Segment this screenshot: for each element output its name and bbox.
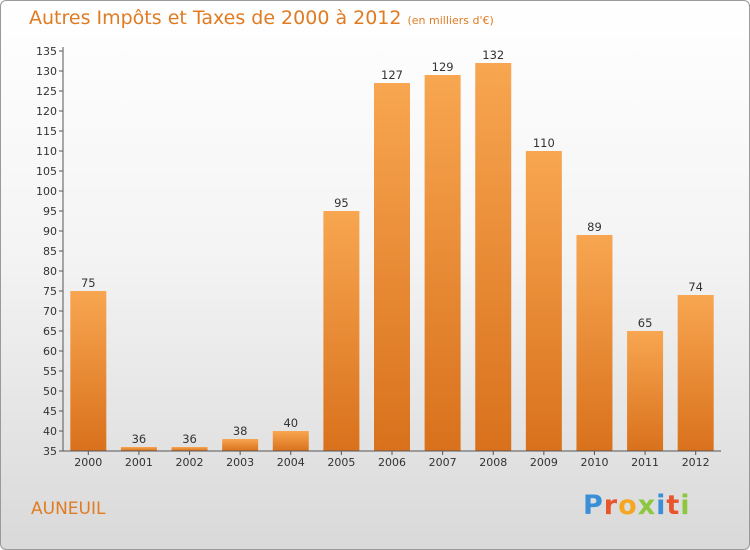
value-label-2008: 132 xyxy=(482,48,504,62)
x-tick-label-2002: 2002 xyxy=(176,456,204,469)
value-label-2002: 36 xyxy=(182,432,197,446)
value-label-2006: 127 xyxy=(381,68,403,82)
x-tick-label-2004: 2004 xyxy=(277,456,305,469)
title-text: Autres Impôts et Taxes de 2000 à 2012 xyxy=(29,7,402,29)
bar-2000 xyxy=(70,291,107,451)
y-tick-label: 95 xyxy=(43,205,57,218)
y-tick-label: 40 xyxy=(43,425,57,438)
value-label-2012: 74 xyxy=(688,280,703,294)
value-label-2000: 75 xyxy=(81,276,96,290)
x-tick-label-2012: 2012 xyxy=(682,456,710,469)
bar-2007 xyxy=(424,75,461,451)
y-tick-label: 90 xyxy=(43,225,57,238)
y-tick-label: 110 xyxy=(36,145,57,158)
bar-2002 xyxy=(171,447,208,451)
bar-2006 xyxy=(374,83,410,451)
x-tick-label-2000: 2000 xyxy=(74,456,102,469)
bar-2008 xyxy=(475,63,512,451)
value-label-2004: 40 xyxy=(283,416,298,430)
y-tick-label: 100 xyxy=(36,185,57,198)
y-axis: 35 40 45 50 55 60 65 70 75 80 85 90 95 100 105 110 115 12… xyxy=(36,45,64,458)
value-label-2007: 129 xyxy=(432,60,454,74)
y-tick-label: 55 xyxy=(43,365,57,378)
x-tick-label-2009: 2009 xyxy=(530,456,558,469)
bar-2009 xyxy=(525,151,562,451)
logo-letter: i xyxy=(680,490,691,521)
y-tick-label: 115 xyxy=(36,125,57,138)
bar-2004 xyxy=(272,431,309,451)
y-tick-label: 50 xyxy=(43,385,57,398)
value-label-2003: 38 xyxy=(233,424,248,438)
x-tick-label-2011: 2011 xyxy=(631,456,659,469)
logo-letter: x xyxy=(637,490,657,521)
value-label-2011: 65 xyxy=(638,316,653,330)
y-tick-label: 120 xyxy=(36,105,57,118)
bar-2010 xyxy=(576,235,613,451)
x-tick-label-2007: 2007 xyxy=(429,456,457,469)
x-tick-label-2003: 2003 xyxy=(226,456,254,469)
value-label-2001: 36 xyxy=(132,432,147,446)
commune-name: AUNEUIL xyxy=(31,499,106,519)
bars: 75 36 36 38 40 95 127 129 132 110 89 65 74 xyxy=(70,48,714,451)
x-tick-label-2006: 2006 xyxy=(378,456,406,469)
logo-letter: i xyxy=(656,490,667,521)
x-axis: 2000 2001 2002 2003 2004 2005 2006 2007 2008 2009… xyxy=(63,450,721,469)
value-label-2010: 89 xyxy=(587,220,602,234)
logo-letter: r xyxy=(603,490,619,521)
y-tick-label: 85 xyxy=(43,245,57,258)
y-tick-label: 105 xyxy=(36,165,57,178)
value-label-2009: 110 xyxy=(533,136,555,150)
proxiti-logo[interactable]: Proxiti xyxy=(583,490,691,521)
logo-letter: t xyxy=(666,490,681,521)
y-tick-label: 130 xyxy=(36,65,57,78)
x-tick-label-2001: 2001 xyxy=(125,456,153,469)
bar-2001 xyxy=(120,447,157,451)
bar-2003 xyxy=(222,439,259,451)
bar-2005 xyxy=(323,211,360,451)
y-tick-label: 75 xyxy=(43,285,57,298)
y-tick-label: 45 xyxy=(43,405,57,418)
x-tick-label-2008: 2008 xyxy=(479,456,507,469)
x-tick-label-2010: 2010 xyxy=(580,456,608,469)
y-tick-label: 70 xyxy=(43,305,57,318)
y-tick-label: 65 xyxy=(43,325,57,338)
y-tick-label: 135 xyxy=(36,45,57,58)
y-tick-label: 125 xyxy=(36,85,57,98)
y-tick-label: 60 xyxy=(43,345,57,358)
x-tick-label-2005: 2005 xyxy=(327,456,355,469)
chart-subtitle: (en milliers d'€) xyxy=(407,14,494,27)
logo-letter: o xyxy=(618,490,638,521)
y-tick-label: 80 xyxy=(43,265,57,278)
bar-2012 xyxy=(677,295,714,451)
value-label-2005: 95 xyxy=(334,196,349,210)
logo-letter: P xyxy=(583,490,604,521)
y-tick-label: 35 xyxy=(43,445,57,458)
bar-2011 xyxy=(627,331,664,451)
chart-title: Autres Impôts et Taxes de 2000 à 2012 (en… xyxy=(29,7,494,29)
